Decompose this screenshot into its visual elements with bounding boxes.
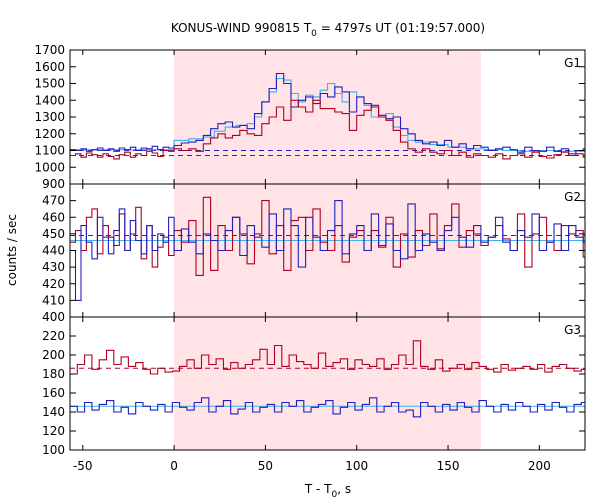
panel-label: G3	[564, 323, 581, 337]
series-line-red	[70, 340, 585, 375]
shaded-interval	[174, 317, 481, 450]
y-tick-label: 1100	[34, 144, 65, 158]
y-tick-label: 180	[42, 367, 65, 381]
y-axis-label: counts / sec	[5, 214, 19, 286]
y-tick-label: 1700	[34, 43, 65, 57]
y-tick-label: 1300	[34, 110, 65, 124]
y-tick-label: 220	[42, 329, 65, 343]
y-tick-label: 1600	[34, 60, 65, 74]
panel-label: G1	[564, 56, 581, 70]
series-line-blue	[70, 200, 585, 301]
x-tick-label: 150	[437, 459, 460, 473]
x-tick-label: 50	[258, 459, 273, 473]
x-axis-label-subscript: 0	[332, 490, 338, 500]
x-axis-label-rest: , s	[337, 482, 351, 496]
panel-g2: 400 410 420 430 440 450 460 470 G2	[42, 183, 586, 324]
x-tick-label: 100	[345, 459, 368, 473]
y-tick-label: 1500	[34, 77, 65, 91]
x-axis-label: T - T0, s	[304, 482, 351, 500]
chart-title-main: KONUS-WIND 990815 T	[171, 21, 312, 35]
y-tick-label: 430	[42, 260, 65, 274]
panel-label: G2	[564, 190, 581, 204]
panels-group: 90010001100120013001400150016001700G1400…	[34, 43, 586, 473]
y-tick-label: 200	[42, 348, 65, 362]
panel-data	[70, 72, 585, 160]
y-tick-label: 1400	[34, 93, 65, 107]
y-tick-label: 120	[42, 424, 65, 438]
y-tick-label: 900	[42, 177, 65, 191]
y-tick-label: 400	[42, 310, 65, 324]
y-tick-label: 410	[42, 293, 65, 307]
x-tick-label: 0	[170, 459, 178, 473]
y-tick-label: 440	[42, 244, 65, 258]
y-tick-label: 100	[42, 443, 65, 457]
chart-title-rest: = 4797s UT (01:19:57.000)	[317, 21, 485, 35]
panel-g3: 100 120 140 160 180 200 220 G3	[42, 316, 586, 457]
chart-title-subscript: 0	[311, 29, 317, 39]
y-tick-label: 450	[42, 227, 65, 241]
series-line-red	[70, 99, 585, 160]
panel-data	[70, 196, 585, 301]
chart-title: KONUS-WIND 990815 T0 = 4797s UT (01:19:5…	[171, 21, 485, 39]
y-tick-label: 1200	[34, 127, 65, 141]
x-axis-label-main: T - T	[304, 482, 332, 496]
panel-data	[70, 340, 585, 418]
y-tick-label: 1000	[34, 160, 65, 174]
panel-frame	[69, 316, 586, 451]
y-tick-label: 160	[42, 386, 65, 400]
y-tick-label: 460	[42, 210, 65, 224]
y-tick-label: 470	[42, 194, 65, 208]
shaded-interval	[174, 50, 481, 184]
series-line-blue	[70, 397, 585, 418]
panel-g1: 900 1000 1100 1200 1300 1400 1500 1600 1700 G1	[34, 43, 586, 191]
y-tick-label: 420	[42, 277, 65, 291]
x-tick-label: 200	[528, 459, 551, 473]
x-tick-label: -50	[73, 459, 93, 473]
y-tick-label: 140	[42, 405, 65, 419]
